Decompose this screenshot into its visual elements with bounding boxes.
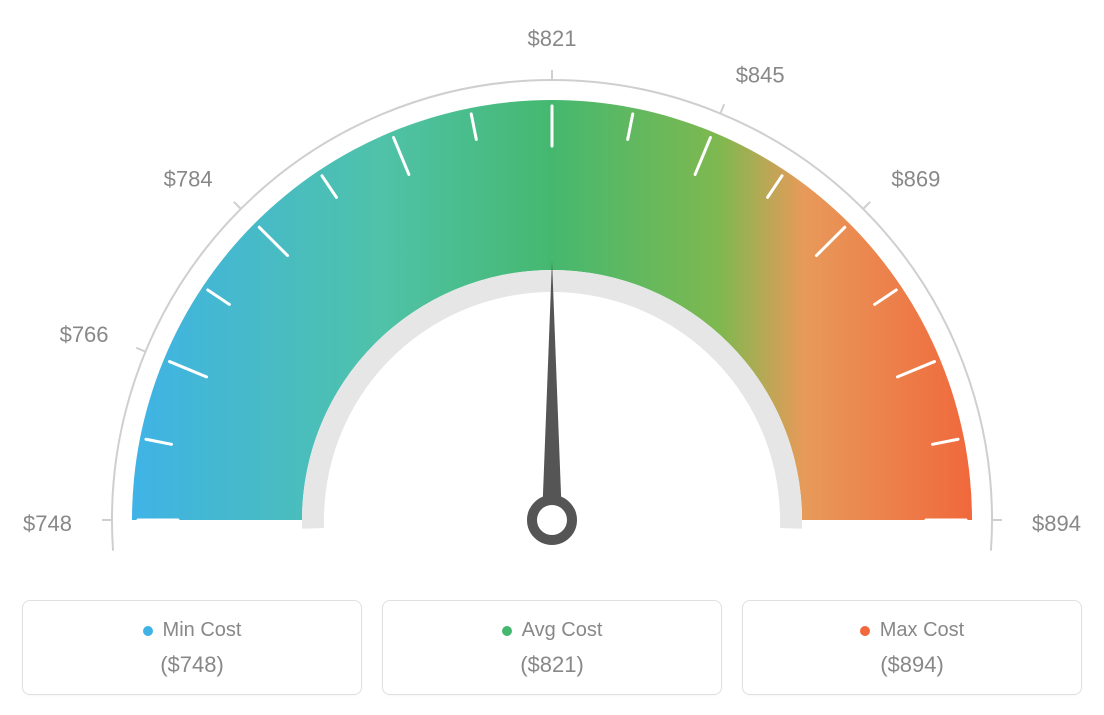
svg-text:$748: $748 (23, 511, 72, 536)
max-dot-icon (860, 626, 870, 636)
gauge-chart: $748 $766 $784 $821 $845 $869 $894 (20, 20, 1084, 580)
svg-text:$821: $821 (528, 26, 577, 51)
gauge-svg: $748 $766 $784 $821 $845 $869 $894 (22, 20, 1082, 580)
avg-cost-card: Avg Cost ($821) (382, 600, 722, 695)
max-cost-card: Max Cost ($894) (742, 600, 1082, 695)
min-cost-label-row: Min Cost (33, 619, 351, 642)
avg-cost-label-row: Avg Cost (393, 619, 711, 642)
avg-cost-value: ($821) (393, 652, 711, 678)
max-cost-label: Max Cost (880, 619, 964, 642)
cost-cards: Min Cost ($748) Avg Cost ($821) Max Cost… (20, 600, 1084, 695)
min-cost-label: Min Cost (163, 619, 242, 642)
svg-text:$869: $869 (891, 166, 940, 191)
svg-text:$894: $894 (1032, 511, 1081, 536)
min-dot-icon (143, 626, 153, 636)
avg-cost-label: Avg Cost (522, 619, 603, 642)
max-cost-value: ($894) (753, 652, 1071, 678)
svg-text:$784: $784 (164, 166, 213, 191)
min-cost-value: ($748) (33, 652, 351, 678)
avg-dot-icon (502, 626, 512, 636)
min-cost-card: Min Cost ($748) (22, 600, 362, 695)
max-cost-label-row: Max Cost (753, 619, 1071, 642)
svg-text:$845: $845 (736, 62, 785, 87)
svg-text:$766: $766 (60, 322, 109, 347)
